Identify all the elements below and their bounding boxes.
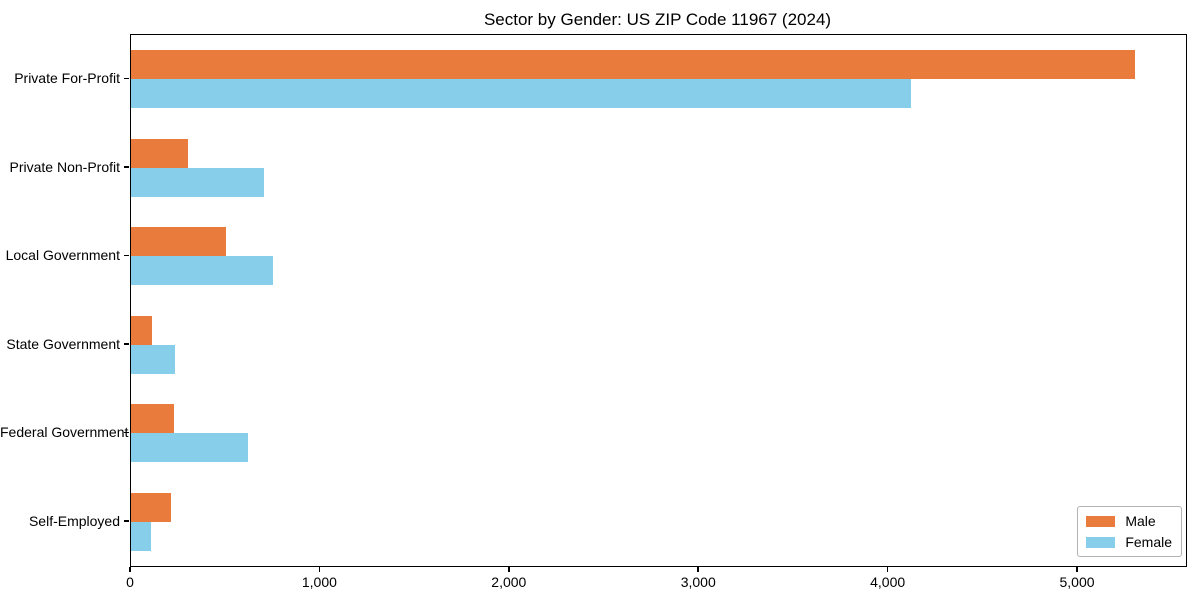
bar-female-2 <box>131 167 264 197</box>
x-tick-mark <box>318 567 321 572</box>
bar-female-5 <box>131 433 249 463</box>
y-tick-mark <box>124 77 129 79</box>
x-tick-mark <box>508 567 510 572</box>
bar-male-3 <box>131 227 226 257</box>
y-tick-mark <box>124 343 129 345</box>
y-tick-mark <box>124 166 129 168</box>
y-tick-label: Federal Government <box>0 424 129 441</box>
legend-label: Male <box>1125 513 1156 529</box>
chart-title: Sector by Gender: US ZIP Code 11967 (202… <box>483 10 832 29</box>
x-tick-label: 5,000 <box>1059 574 1095 590</box>
bar-female-4 <box>131 344 175 374</box>
x-tick-label: 1,000 <box>301 574 337 590</box>
y-tick-mark <box>124 520 129 522</box>
x-tick-mark <box>886 567 889 572</box>
y-tick-mark <box>124 431 129 433</box>
y-tick-mark <box>124 254 129 256</box>
x-tick-mark <box>1076 567 1078 572</box>
y-tick-label: Private For-Profit <box>14 70 120 87</box>
x-tick-mark <box>129 567 131 572</box>
legend-entry-male: Male <box>1086 514 1172 528</box>
y-tick-label: Self-Employed <box>28 512 120 529</box>
x-tick-mark <box>697 567 699 572</box>
bar-female-6 <box>131 521 151 551</box>
y-tick-label: Private Non-Profit <box>9 158 120 175</box>
legend-entry-female: Female <box>1086 535 1172 549</box>
x-tick-label: 2,000 <box>491 574 527 590</box>
x-tick-label: 4,000 <box>870 574 906 590</box>
legend: Male Female <box>1077 506 1182 557</box>
y-axis-labels: Private For-Profit Private Non-Profit Loca… <box>0 34 129 565</box>
bar-male-5 <box>131 404 174 434</box>
y-tick-label: Local Government <box>5 247 120 264</box>
y-tick-label: State Government <box>6 335 120 352</box>
bar-male-1 <box>131 50 1135 80</box>
bar-male-6 <box>131 492 171 522</box>
x-tick-label: 0 <box>126 574 134 590</box>
bar-female-3 <box>131 256 274 286</box>
legend-swatch-male <box>1086 515 1116 527</box>
x-tick-label: 3,000 <box>680 574 716 590</box>
bar-male-2 <box>131 138 188 168</box>
legend-label: Female <box>1125 534 1172 550</box>
legend-swatch-female <box>1086 536 1116 548</box>
bar-female-1 <box>131 79 912 109</box>
bar-male-4 <box>131 315 152 345</box>
plot-area: Male Female <box>130 34 1187 567</box>
